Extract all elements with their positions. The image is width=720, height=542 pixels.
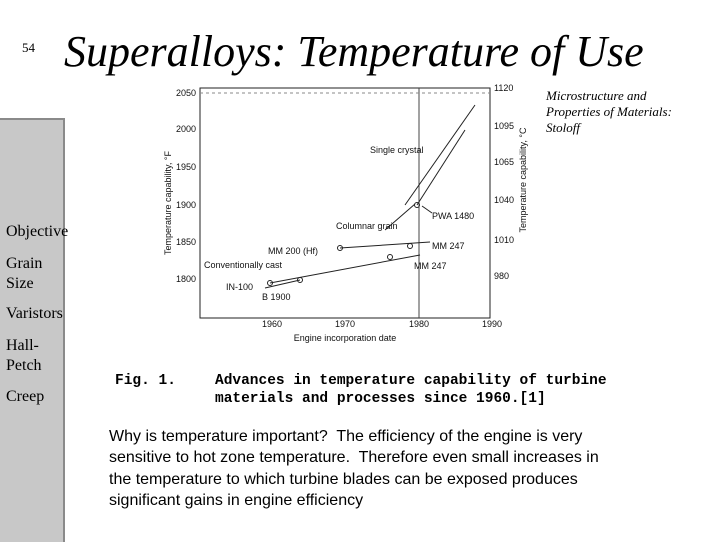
body-line: the temperature to which turbine blades … [109, 471, 578, 488]
right-tick: 1095 [494, 121, 514, 131]
curve-label: IN-100 [226, 282, 253, 292]
left-tick: 1950 [176, 162, 196, 172]
left-tick: 1850 [176, 237, 196, 247]
curve-label: Conventionally cast [204, 260, 283, 270]
right-tick: 1120 [494, 83, 513, 93]
figure: 2050 2000 1950 1900 1850 1800 1120 1095 … [163, 83, 528, 343]
curve-label: MM 247 [432, 241, 465, 251]
left-tick: 1900 [176, 200, 196, 210]
page-number: 54 [22, 40, 35, 55]
x-tick: 1990 [482, 319, 502, 329]
curve-label: Single crystal [370, 145, 424, 155]
curve [339, 241, 431, 249]
citation: Microstructure and Properties of Materia… [546, 88, 672, 135]
sidebar-item[interactable]: Grain Size [6, 255, 43, 292]
sidebar: Objective Grain Size Varistors Hall-Petc… [0, 118, 69, 542]
sidebar-item[interactable]: Varistors [6, 305, 63, 322]
point [414, 202, 420, 208]
curve-label: B 1900 [262, 292, 291, 302]
curve [264, 279, 301, 289]
left-axis-label: Temperature capability, °F [163, 151, 173, 255]
x-tick: 1960 [262, 319, 282, 329]
x-tick: 1980 [409, 319, 429, 329]
point [387, 254, 393, 260]
sidebar-item[interactable]: Objective [6, 223, 69, 240]
left-tick: 2050 [176, 88, 196, 98]
leader [421, 205, 433, 214]
curve [416, 129, 466, 206]
right-tick: 1010 [494, 235, 514, 245]
point [267, 280, 273, 286]
curve [269, 254, 421, 284]
x-tick: 1970 [335, 319, 355, 329]
caption-line: materials and processes since 1960.[1] [215, 391, 546, 407]
caption-label: Fig. 1. [115, 373, 176, 389]
left-tick: 1800 [176, 274, 196, 284]
body-line: significant gains in engine efficiency [109, 492, 364, 509]
point [407, 243, 413, 249]
curve-label: PWA 1480 [432, 211, 474, 221]
title: Superalloys: Temperature of Use [64, 27, 644, 76]
point [337, 245, 343, 251]
right-axis-label: Temperature capability, °C [518, 127, 528, 232]
body-line: sensitive to hot zone temperature. There… [109, 449, 599, 466]
right-tick: 1065 [494, 157, 514, 167]
left-tick: 2000 [176, 124, 196, 134]
caption-line: Advances in temperature capability of tu… [215, 373, 607, 389]
sidebar-item[interactable]: Creep [6, 388, 45, 405]
plot-frame [199, 87, 491, 319]
leader [384, 203, 416, 231]
curve-label: MM 200 (Hf) [268, 246, 318, 256]
right-tick: 1040 [494, 195, 514, 205]
body-line: Why is temperature important? The effici… [109, 428, 583, 445]
right-tick: 980 [494, 271, 509, 281]
point [297, 277, 303, 283]
curve [404, 104, 476, 206]
x-axis-label: Engine incorporation date [294, 333, 397, 343]
curve-label: Columnar grain [336, 221, 398, 231]
curve-label: MM 247 [414, 261, 447, 271]
sidebar-item[interactable]: Hall-Petch [6, 337, 42, 374]
